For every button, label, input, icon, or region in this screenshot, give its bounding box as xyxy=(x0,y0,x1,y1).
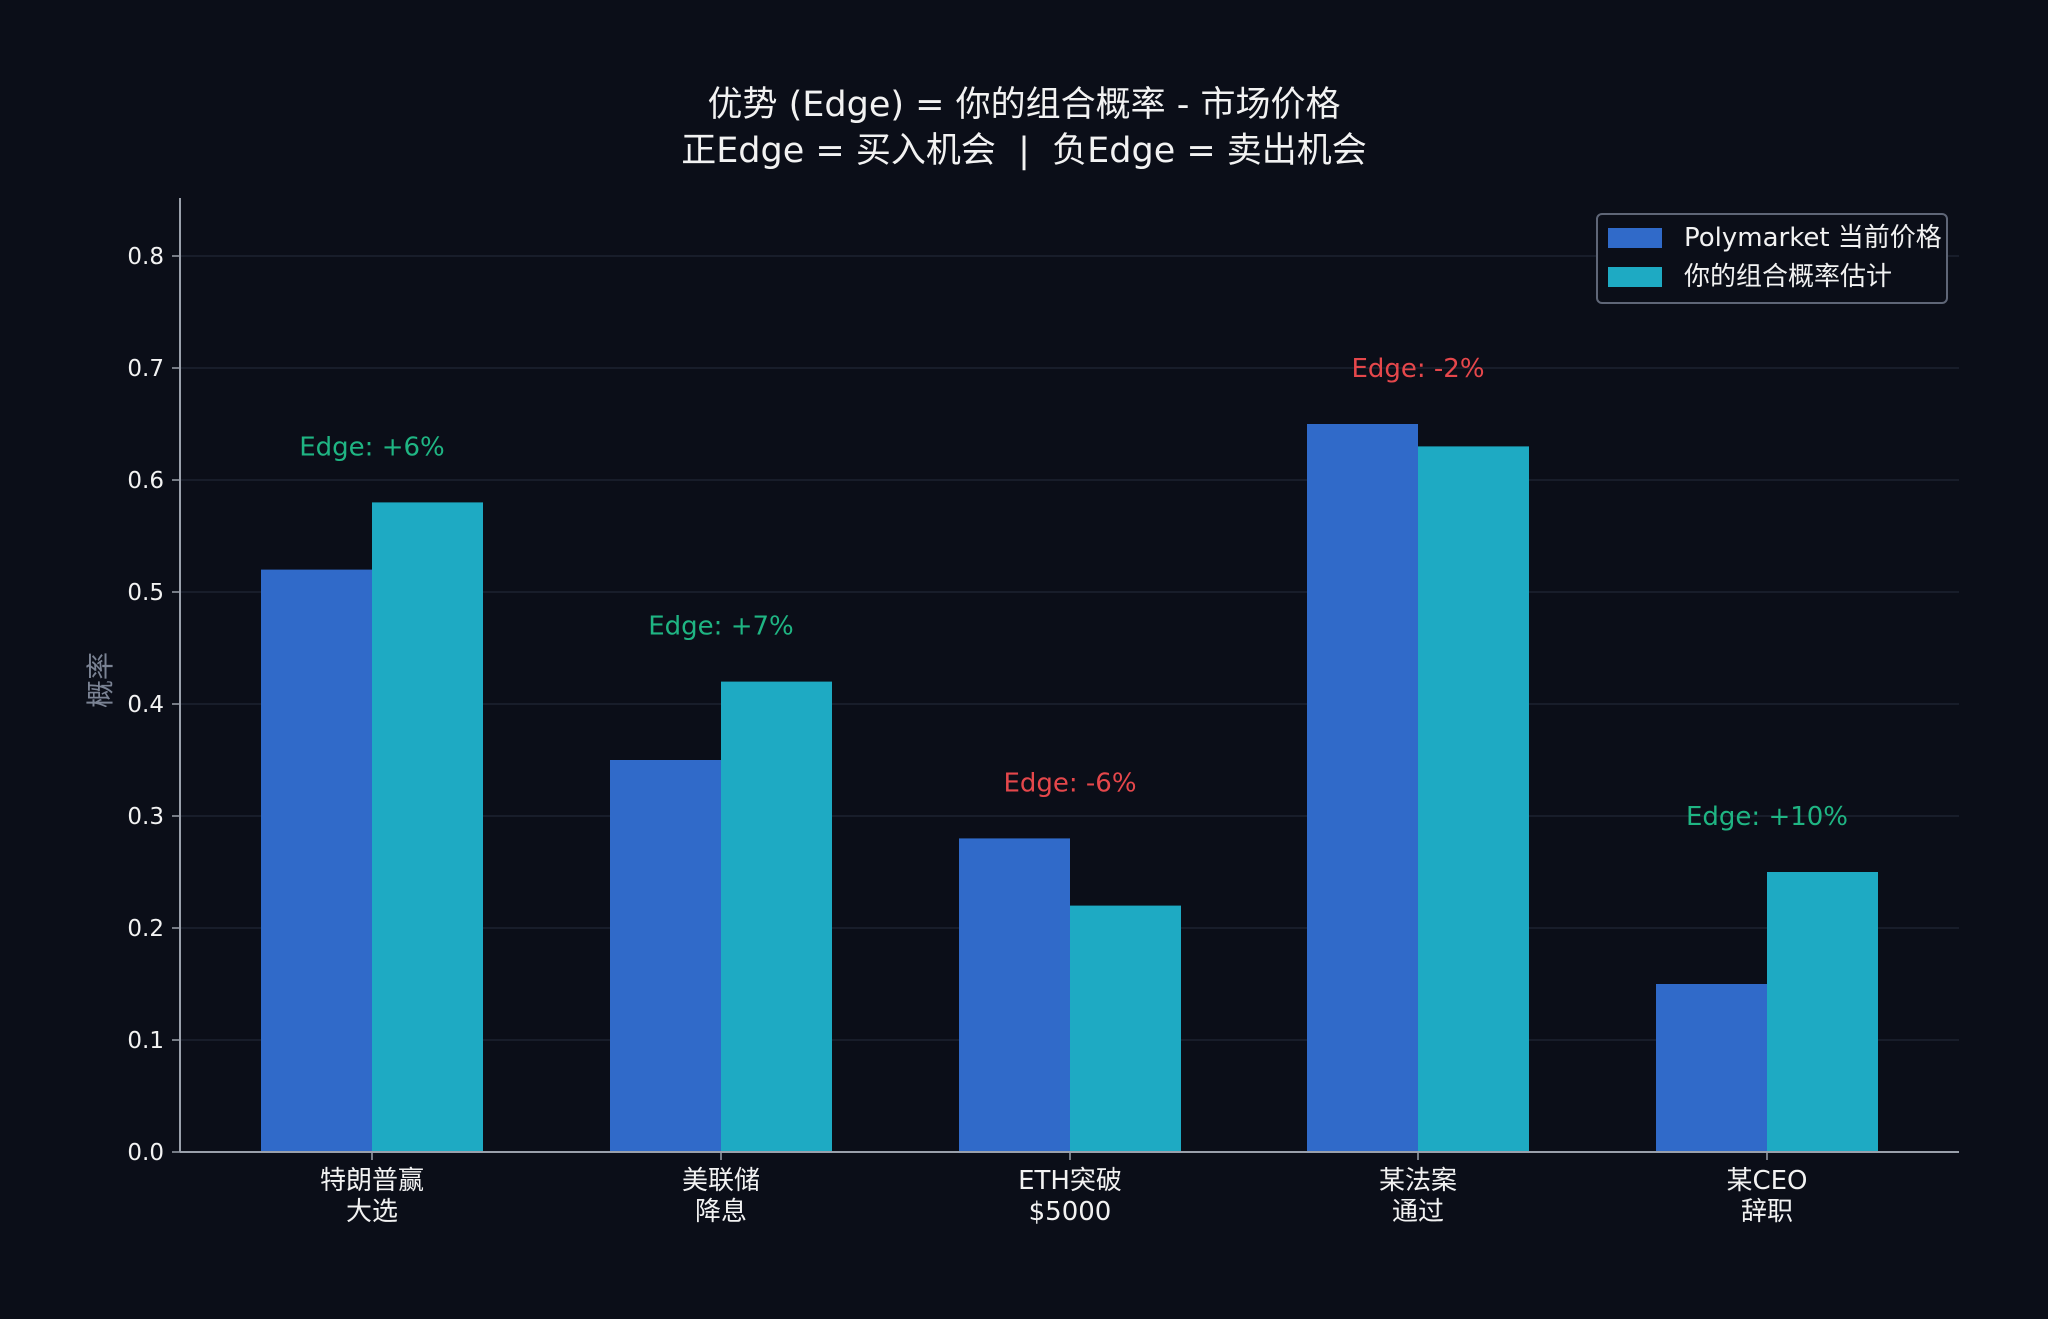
edge-annotation: Edge: +10% xyxy=(1686,802,1848,832)
legend-label-polymarket: Polymarket 当前价格 xyxy=(1684,223,1942,253)
legend-swatch-estimate xyxy=(1608,267,1662,287)
bar-estimate-1 xyxy=(721,681,832,1152)
x-tick-label: 某法案 xyxy=(1379,1166,1457,1196)
x-tick-label: 特朗普赢 xyxy=(320,1166,424,1196)
y-tick-label: 0.1 xyxy=(127,1028,164,1054)
chart-title-line-1: 优势 (Edge) = 你的组合概率 - 市场价格 xyxy=(708,85,1341,125)
x-tick-label: 某CEO xyxy=(1726,1166,1807,1196)
x-tick-label: 美联储 xyxy=(682,1166,760,1196)
bar-estimate-2 xyxy=(1070,905,1181,1152)
chart-title-line-2: 正Edge = 买入机会 | 负Edge = 卖出机会 xyxy=(681,131,1367,171)
x-tick-label: 辞职 xyxy=(1741,1197,1793,1227)
x-tick-label: 通过 xyxy=(1392,1197,1444,1227)
x-tick-label: $5000 xyxy=(1029,1197,1112,1227)
y-tick-label: 0.7 xyxy=(127,356,164,382)
y-tick-label: 0.8 xyxy=(127,244,164,270)
y-tick-label: 0.4 xyxy=(127,692,164,718)
y-tick-label: 0.0 xyxy=(127,1140,164,1166)
x-tick-label: ETH突破 xyxy=(1018,1166,1122,1196)
bar-estimate-3 xyxy=(1418,446,1529,1152)
x-tick-label: 大选 xyxy=(346,1197,398,1227)
y-tick-label: 0.6 xyxy=(127,468,164,494)
bar-polymarket-3 xyxy=(1307,424,1418,1152)
x-tick-label: 降息 xyxy=(695,1197,747,1227)
edge-annotation: Edge: -2% xyxy=(1351,354,1484,384)
edge-annotation: Edge: -6% xyxy=(1003,768,1136,798)
y-tick-label: 0.2 xyxy=(127,916,164,942)
bar-polymarket-4 xyxy=(1656,984,1767,1152)
edge-annotation: Edge: +7% xyxy=(648,612,794,642)
bar-polymarket-0 xyxy=(261,569,372,1152)
edge-annotation: Edge: +6% xyxy=(299,432,445,462)
legend-label-estimate: 你的组合概率估计 xyxy=(1684,262,1892,292)
bar-estimate-0 xyxy=(372,502,483,1152)
y-tick-label: 0.5 xyxy=(127,580,164,606)
legend: Polymarket 当前价格 你的组合概率估计 xyxy=(1596,213,1948,304)
bar-polymarket-2 xyxy=(959,838,1070,1152)
y-tick-label: 0.3 xyxy=(127,804,164,830)
bar-polymarket-1 xyxy=(610,760,721,1152)
y-axis-label: 概率 xyxy=(84,652,117,708)
legend-swatch-polymarket xyxy=(1608,228,1662,248)
bar-estimate-4 xyxy=(1767,872,1878,1152)
